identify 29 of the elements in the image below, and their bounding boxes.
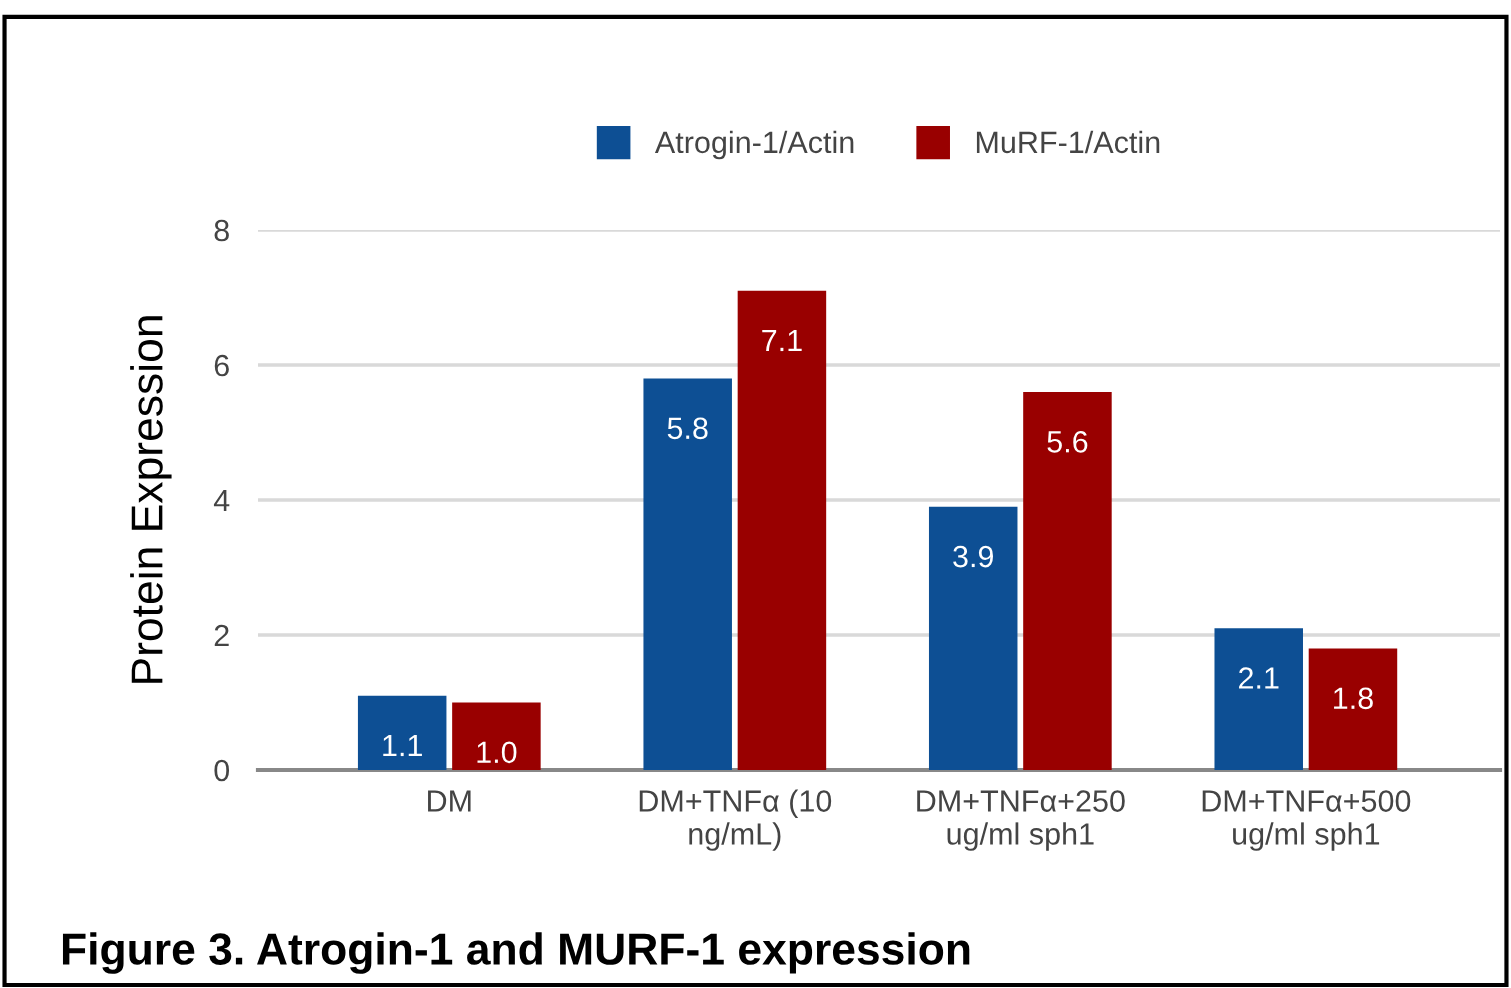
y-tick-label: 0 xyxy=(214,759,230,782)
data-label: 5.6 xyxy=(1047,430,1088,453)
bar xyxy=(1023,392,1112,770)
bar xyxy=(928,506,1018,770)
bar xyxy=(1214,628,1303,770)
data-label: 3.9 xyxy=(953,545,994,568)
bar xyxy=(1308,648,1398,770)
data-label: 5.8 xyxy=(667,417,708,440)
legend-label: Atrogin-1/Actin xyxy=(654,130,854,160)
data-label: 1.1 xyxy=(383,735,422,757)
data-label: 1.0 xyxy=(477,741,517,764)
y-tick-label: 6 xyxy=(214,354,229,377)
data-label: 7.1 xyxy=(762,330,802,352)
x-tick-label: DM+TNFα (10 ng/mL) xyxy=(639,789,832,851)
data-label: 2.1 xyxy=(1239,667,1279,689)
y-tick-label: 2 xyxy=(214,624,229,647)
bar xyxy=(452,702,541,770)
y-axis-title: Protein Expression xyxy=(130,316,172,683)
data-label: 1.8 xyxy=(1334,687,1373,710)
x-tick-label: DM xyxy=(428,790,471,812)
legend-label: MuRF-1/Actin xyxy=(976,130,1160,154)
bar xyxy=(357,695,447,770)
x-tick-label: DM+TNFα+250 ug/ml sph1 xyxy=(917,790,1125,851)
bar xyxy=(737,290,827,770)
x-tick-label: DM+TNFα+500 ug/ml sph1 xyxy=(1202,790,1411,851)
y-tick-label: 8 xyxy=(214,219,229,242)
bar xyxy=(643,378,732,770)
caption: Figure 3. Atrogin-1 and MURF-1 expression xyxy=(62,932,970,974)
y-tick-label: 4 xyxy=(213,490,230,512)
